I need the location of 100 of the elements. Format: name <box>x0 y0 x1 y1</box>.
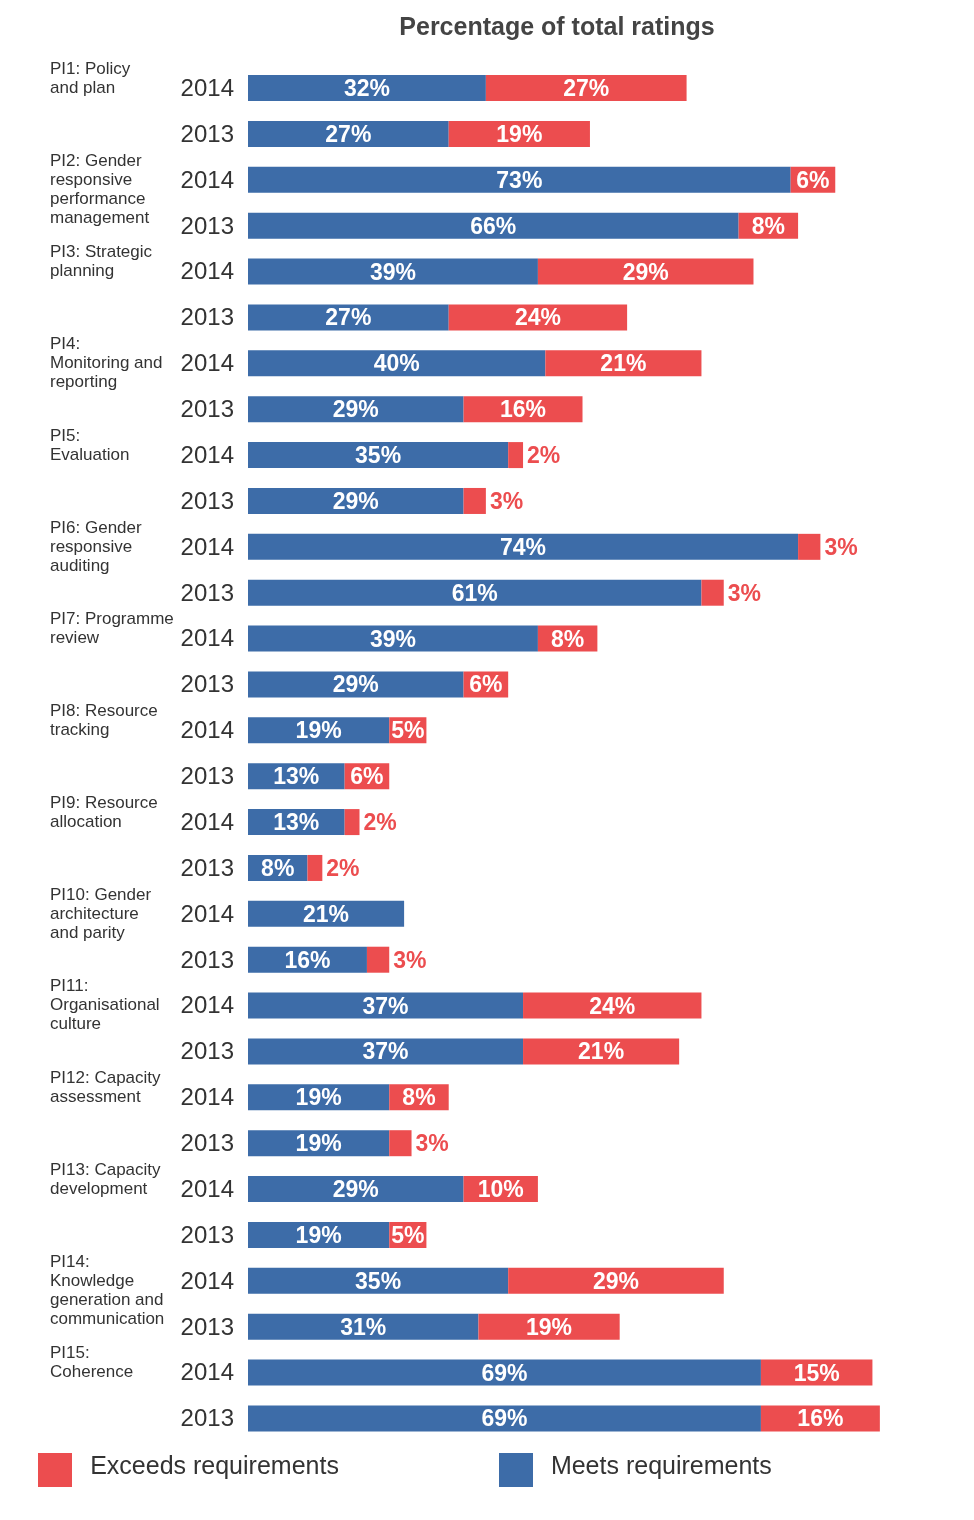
y-tick-label: 2013 <box>180 486 234 514</box>
data-label: 16% <box>797 1405 844 1432</box>
text: PI8: Resource tracking <box>50 701 158 740</box>
bar <box>366 946 390 973</box>
bar <box>248 487 464 514</box>
data-label: 19% <box>295 1221 342 1248</box>
data-label: 39% <box>369 625 416 652</box>
bar <box>248 120 449 147</box>
data-label: 29% <box>622 258 669 285</box>
data-label: 21% <box>600 350 647 377</box>
y-tick-label: 2014 <box>180 1083 234 1111</box>
y-tick-label: 2014 <box>180 1358 234 1386</box>
data-label: 29% <box>332 671 379 698</box>
bar <box>248 212 739 239</box>
y-tick-label: 2013 <box>180 1312 234 1340</box>
bar <box>248 166 791 193</box>
text: PI9: Resource allocation <box>50 792 158 831</box>
y-tick-label: 2014 <box>180 807 234 835</box>
text: PI5: Evaluation <box>50 425 130 464</box>
data-label: 16% <box>500 396 547 423</box>
bar <box>485 75 687 102</box>
data-label: 66% <box>470 212 517 239</box>
data-label: 8% <box>402 1084 436 1111</box>
data-label: 2% <box>363 809 397 836</box>
data-label: 2% <box>527 442 561 469</box>
data-label: 29% <box>592 1267 639 1294</box>
data-label: 37% <box>362 1038 409 1065</box>
text: PI13: Capacity development <box>50 1159 162 1198</box>
y-tick-label: 2013 <box>180 211 234 239</box>
bar <box>248 350 546 377</box>
data-label: 13% <box>273 763 320 790</box>
legend-label: Exceeds requirements <box>90 1451 339 1480</box>
text: PI10: Gender architecture and parity <box>50 884 152 942</box>
chart-title: Percentage of total ratings <box>398 11 716 42</box>
bar <box>389 1130 412 1157</box>
data-label: 5% <box>391 1221 425 1248</box>
y-tick-label: 2014 <box>180 624 234 652</box>
data-label: 5% <box>391 717 425 744</box>
data-label: 16% <box>284 946 331 973</box>
data-label: 24% <box>589 992 636 1019</box>
data-label: 73% <box>496 166 543 193</box>
data-label: 27% <box>325 120 372 147</box>
text: PI12: Capacity assessment <box>50 1068 162 1107</box>
bar <box>248 992 524 1019</box>
text: PI1: Policy and plan <box>50 58 131 97</box>
data-label: 27% <box>563 75 610 102</box>
data-label: 8% <box>551 625 585 652</box>
data-label: 74% <box>500 533 547 560</box>
bar <box>248 258 538 285</box>
data-label: 27% <box>325 304 372 331</box>
y-tick-label: 2013 <box>180 1037 234 1065</box>
data-label: 32% <box>343 75 390 102</box>
y-tick-label: 2014 <box>180 349 234 377</box>
data-label: 6% <box>350 763 384 790</box>
bar <box>701 579 724 606</box>
bar <box>248 1313 479 1340</box>
data-label: 40% <box>373 350 420 377</box>
data-label: 69% <box>481 1405 528 1432</box>
data-label: 2% <box>326 854 360 881</box>
text: PI14: Knowledge generation and communication <box>50 1251 165 1328</box>
bar <box>248 579 702 606</box>
bar <box>248 671 464 698</box>
data-label: 69% <box>481 1359 528 1386</box>
data-label: 29% <box>332 487 379 514</box>
y-tick-label: 2014 <box>180 716 234 744</box>
data-label: 19% <box>526 1313 573 1340</box>
text: PI11: Organisational culture <box>50 976 160 1034</box>
bar <box>248 396 464 423</box>
text: PI15: Coherence <box>50 1343 134 1382</box>
data-label: 3% <box>489 487 524 514</box>
y-tick-label: 2014 <box>180 1174 234 1202</box>
data-label: 29% <box>332 1176 379 1203</box>
bar <box>248 1359 761 1386</box>
data-label: 37% <box>362 992 409 1019</box>
y-tick-label: 2013 <box>180 395 234 423</box>
data-label: 61% <box>451 579 498 606</box>
text: PI7: Programme review <box>50 609 174 648</box>
bar <box>508 1267 724 1294</box>
data-label: 29% <box>332 396 379 423</box>
y-tick-label: 2014 <box>180 991 234 1019</box>
y-tick-label: 2013 <box>180 119 234 147</box>
text: PI3: Strategic planning <box>50 242 153 281</box>
data-label: 35% <box>355 442 402 469</box>
y-tick-label: 2014 <box>180 1266 234 1294</box>
bar <box>248 1267 509 1294</box>
legend-label: Meets requirements <box>550 1451 772 1480</box>
data-label: 21% <box>578 1038 625 1065</box>
y-tick-label: 2013 <box>180 1404 234 1432</box>
y-tick-label: 2013 <box>180 945 234 973</box>
data-label: 31% <box>340 1313 387 1340</box>
data-label: 6% <box>796 166 830 193</box>
data-label: 13% <box>273 809 320 836</box>
data-label: 35% <box>355 1267 402 1294</box>
data-label: 10% <box>477 1176 524 1203</box>
bar <box>248 304 449 331</box>
bar <box>248 442 509 469</box>
y-tick-label: 2014 <box>180 532 234 560</box>
y-tick-label: 2014 <box>180 165 234 193</box>
data-label: 15% <box>793 1359 840 1386</box>
data-label: 21% <box>303 900 350 927</box>
